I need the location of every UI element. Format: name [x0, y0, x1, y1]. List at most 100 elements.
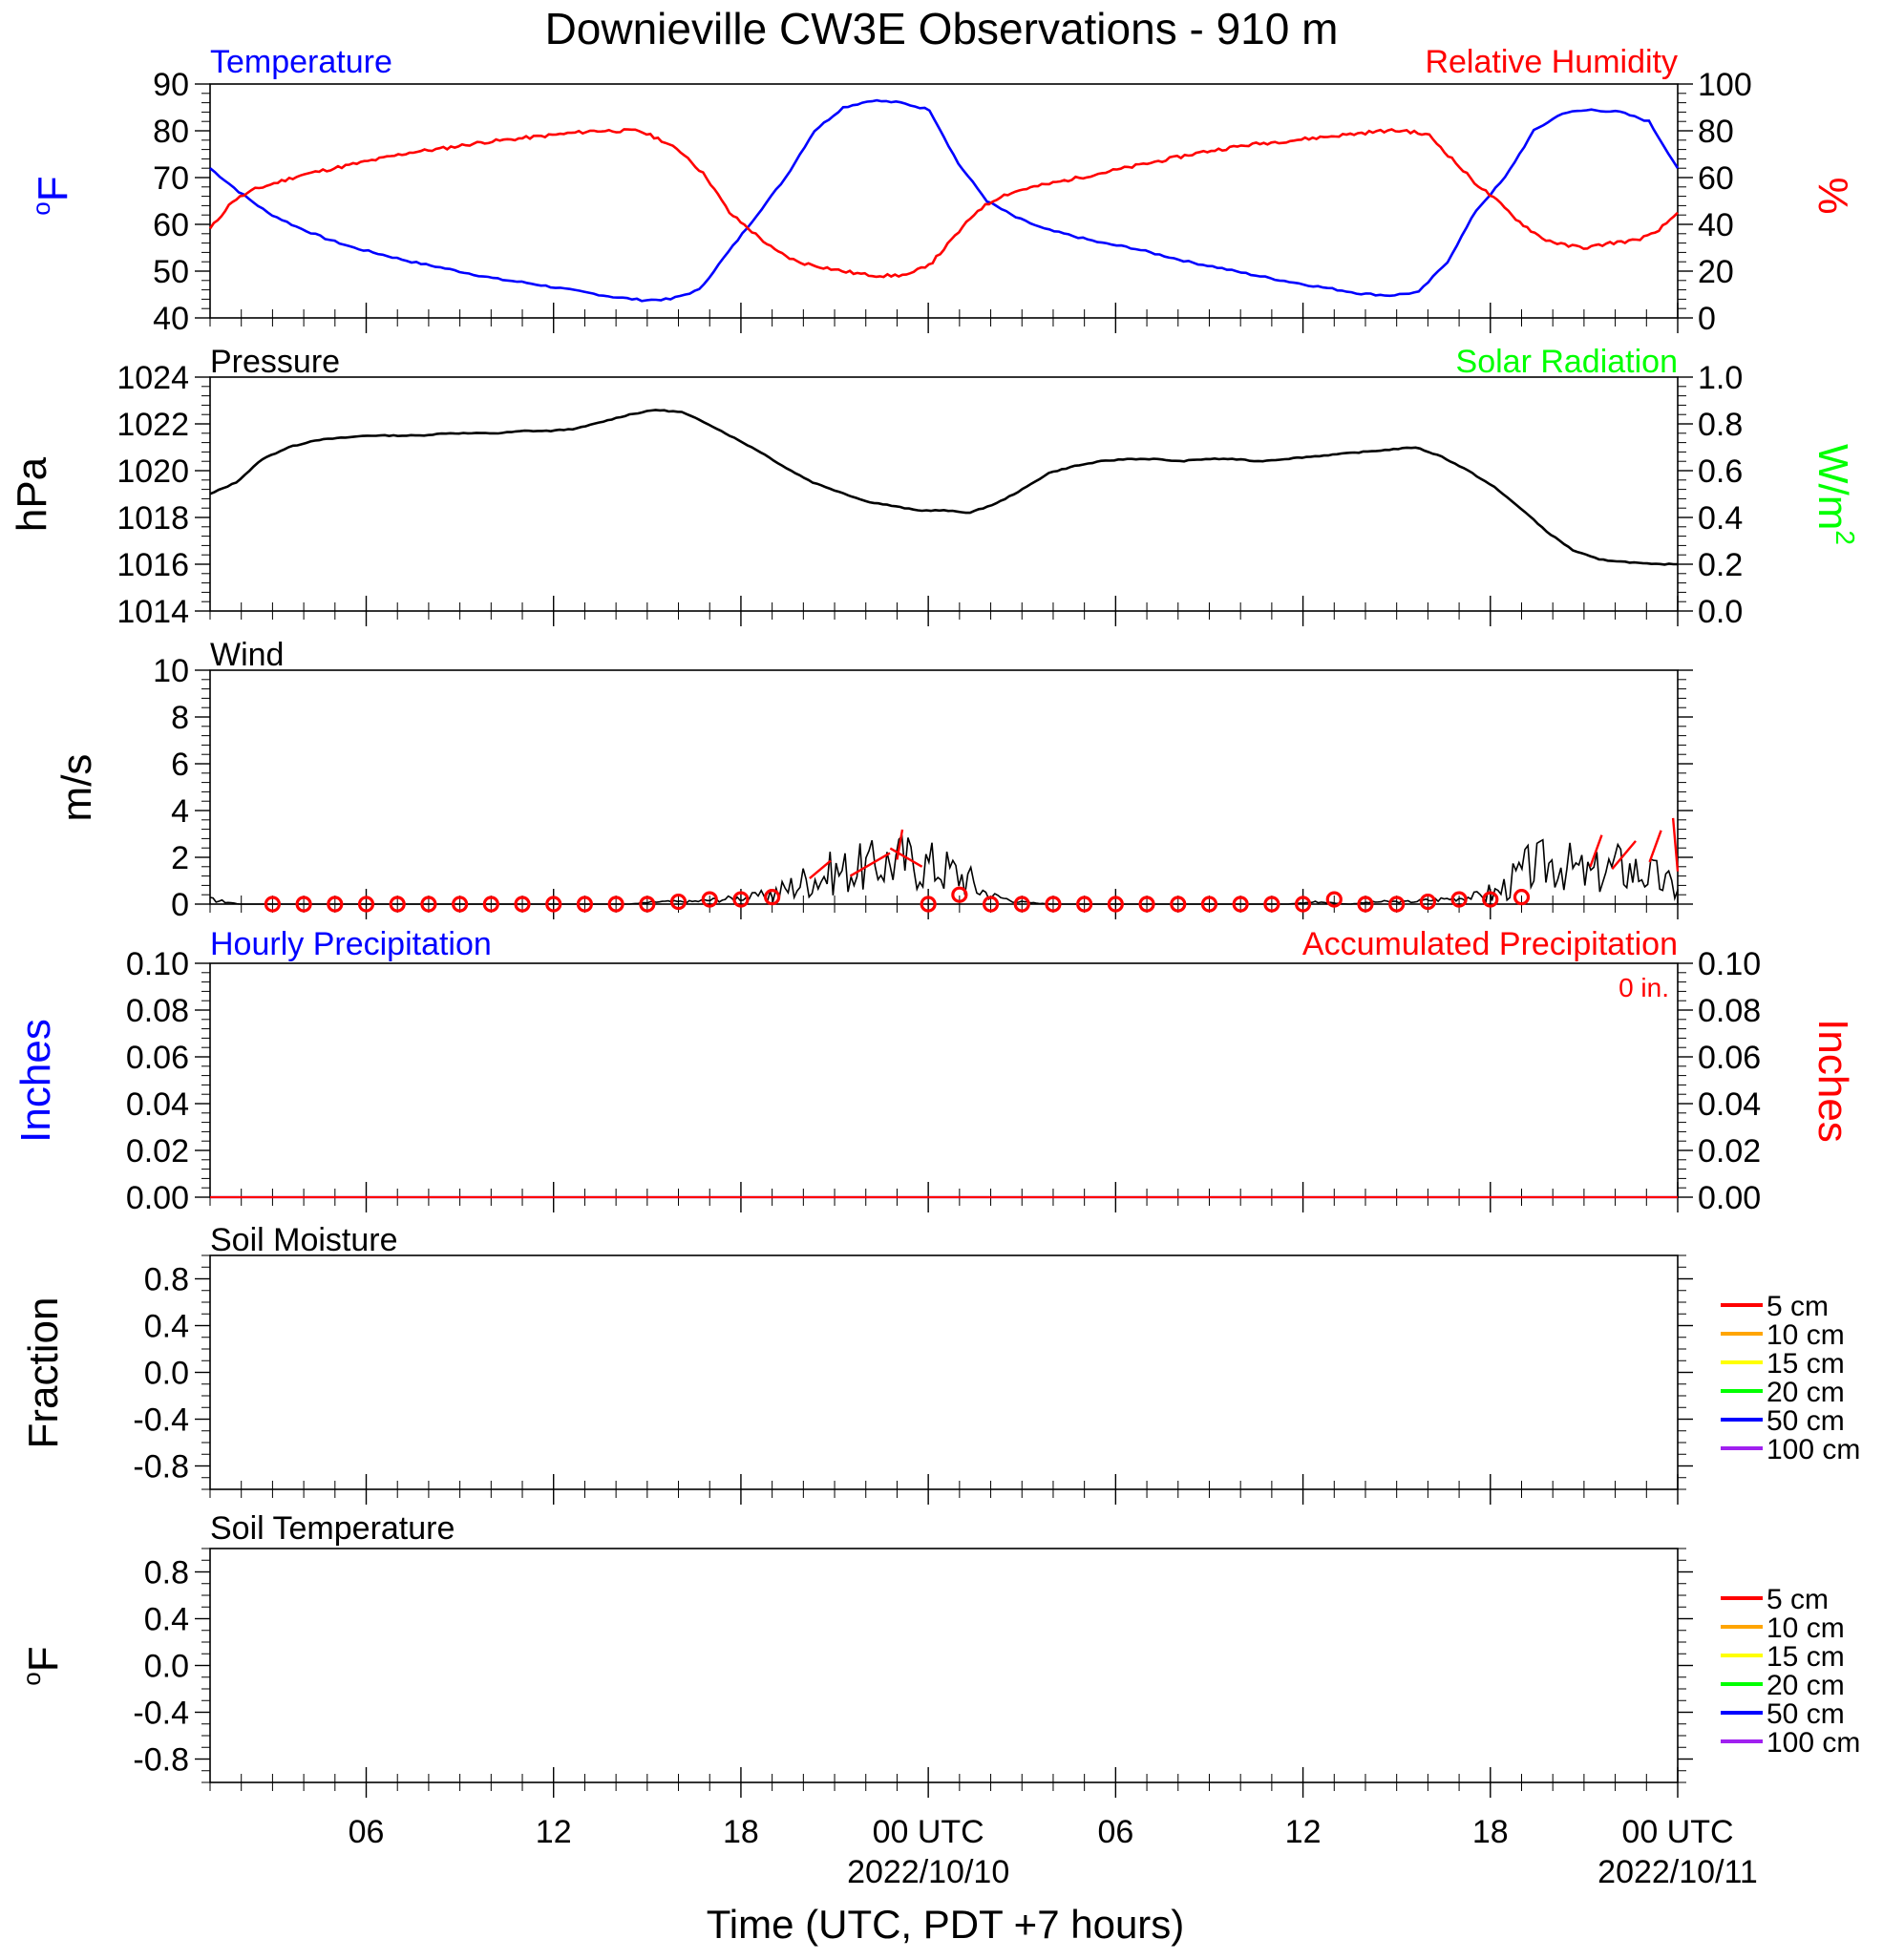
- pressure-title: Pressure: [210, 344, 340, 380]
- x-tick-label: 18: [1472, 1814, 1509, 1850]
- wind-point: [1357, 896, 1374, 913]
- wind-point: [1232, 896, 1249, 913]
- soil-temperature-title: Soil Temperature: [210, 1510, 455, 1547]
- wind-point: [607, 896, 624, 913]
- wind-barb: [849, 852, 891, 877]
- wind-point: [639, 896, 656, 913]
- accum-precip-title: Accumulated Precipitation: [1302, 926, 1678, 962]
- left-tick-labels: 90 80 70 60 50 40: [153, 67, 189, 337]
- panel-wind: Wind m/s 10 8 6 4 2 0: [53, 637, 1693, 923]
- plot-frame: [209, 962, 1679, 1198]
- tick-marks: [195, 1254, 1693, 1505]
- legend-label: 50 cm: [1767, 1405, 1845, 1437]
- y-tick-label: 8: [171, 700, 189, 736]
- x-tick-label: 00 UTC: [1621, 1814, 1733, 1850]
- wind-barb: [1589, 834, 1603, 868]
- y-tick-label: 0.0: [144, 1356, 189, 1392]
- wind-barb: [896, 829, 904, 860]
- wind-point: [1045, 896, 1062, 913]
- wind-point: [1419, 893, 1436, 911]
- temp-unit: F: [30, 176, 76, 201]
- precip-right-unit: Inches: [1809, 1019, 1856, 1143]
- wind-point: [1513, 889, 1531, 906]
- wind-point: [1076, 896, 1093, 913]
- wind-point: [1450, 891, 1468, 908]
- panel-temp-rh: Temperature Relative Humidity oF % 90 80 7…: [27, 44, 1856, 337]
- y-tick-label: 4: [171, 793, 189, 830]
- tick-marks: [195, 962, 1693, 1212]
- y-tick-label: 0.10: [126, 946, 189, 982]
- wind-point: [357, 896, 375, 913]
- tick-marks: [195, 376, 1693, 626]
- x-tick-label: 12: [536, 1814, 572, 1850]
- plot-frame: [209, 1254, 1679, 1490]
- y-tick-label: 1018: [116, 500, 189, 537]
- y-tick-label: -0.4: [133, 1696, 189, 1732]
- wind-barb: [1671, 817, 1680, 872]
- wind-title: Wind: [210, 637, 284, 673]
- wind-point: [951, 886, 968, 903]
- wind-barb: [1648, 830, 1662, 863]
- wind-point: [764, 889, 781, 906]
- y-tick-label: 60: [153, 207, 189, 243]
- x-tick-date: 2022/10/11: [1597, 1854, 1758, 1890]
- right-tick-labels: 0.10 0.08 0.06 0.04 0.02 0.00: [1698, 946, 1761, 1216]
- solar-radiation-title: Solar Radiation: [1456, 344, 1678, 380]
- wind-point: [389, 896, 406, 913]
- y-tick-label: 0.02: [1698, 1133, 1761, 1170]
- precip-left-unit: Inches: [12, 1019, 59, 1143]
- y-tick-label: -0.4: [133, 1402, 189, 1439]
- wind-point: [1170, 896, 1187, 913]
- legend-label: 5 cm: [1767, 1291, 1829, 1322]
- legend-label: 15 cm: [1767, 1641, 1845, 1673]
- pressure-unit-label: hPa: [9, 456, 55, 532]
- x-tick-label: 00 UTC: [873, 1814, 984, 1850]
- soil-moisture-title: Soil Moisture: [210, 1222, 398, 1258]
- rh-title: Relative Humidity: [1425, 44, 1678, 80]
- wind-point: [732, 891, 750, 908]
- y-tick-label: 0.0: [144, 1649, 189, 1685]
- legend-label: 5 cm: [1767, 1584, 1829, 1615]
- y-tick-label: 0.00: [1698, 1180, 1761, 1216]
- y-tick-label: -0.8: [133, 1742, 189, 1779]
- left-tick-labels: 0.8 0.4 0.0 -0.4 -0.8: [133, 1555, 189, 1779]
- wind-point: [452, 896, 469, 913]
- wind-point: [264, 896, 282, 913]
- legend-label: 20 cm: [1767, 1670, 1845, 1701]
- wind-point: [1388, 896, 1406, 913]
- degree-sign: o: [17, 1672, 46, 1685]
- y-tick-label: 6: [171, 747, 189, 783]
- wind-point: [1013, 896, 1030, 913]
- wind-markers: [264, 817, 1680, 913]
- wind-point: [295, 896, 312, 913]
- y-tick-label: 50: [153, 254, 189, 290]
- wind-point: [1325, 891, 1343, 908]
- y-tick-label: 0: [171, 887, 189, 923]
- figure-title: Downieville CW3E Observations - 910 m: [545, 4, 1339, 53]
- x-tick-label: 06: [349, 1814, 385, 1850]
- wind-point: [1482, 891, 1499, 908]
- legend-label: 10 cm: [1767, 1612, 1845, 1644]
- temperature-line: [209, 98, 1680, 303]
- solar-unit: W/m: [1809, 444, 1856, 530]
- left-tick-labels: 0.10 0.08 0.06 0.04 0.02 0.00: [126, 946, 189, 1216]
- y-tick-label: 0.08: [1698, 993, 1761, 1029]
- legend-label: 100 cm: [1767, 1727, 1860, 1759]
- y-tick-label: 100: [1698, 67, 1752, 103]
- wind-point: [1200, 896, 1218, 913]
- wind-point: [982, 896, 1000, 913]
- wind-point: [1294, 896, 1312, 913]
- y-tick-label: 1.0: [1698, 360, 1743, 396]
- rh-line: [208, 128, 1679, 279]
- y-tick-label: 0.02: [126, 1133, 189, 1170]
- plot-frame: [209, 83, 1679, 319]
- y-tick-label: 0.8: [144, 1555, 189, 1591]
- x-tick-label: 06: [1097, 1814, 1133, 1850]
- wind-point: [576, 896, 594, 913]
- wind-unit-label: m/s: [53, 754, 100, 822]
- x-tick-label: 12: [1285, 1814, 1322, 1850]
- panel-precip: Hourly Precipitation Accumulated Precipi…: [12, 926, 1856, 1216]
- left-tick-labels: 1024 1022 1020 1018 1016 1014: [116, 360, 189, 630]
